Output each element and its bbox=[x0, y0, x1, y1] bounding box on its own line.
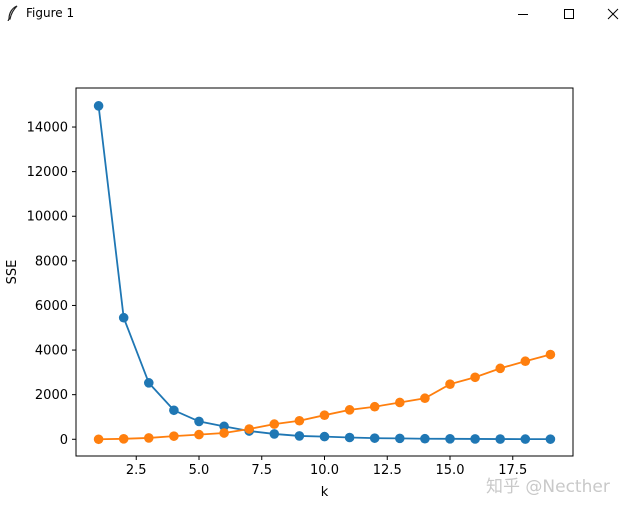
series-2-point bbox=[495, 363, 506, 374]
feather-icon bbox=[7, 5, 18, 21]
minimize-icon bbox=[518, 14, 528, 15]
close-icon bbox=[607, 8, 619, 20]
series-2-point bbox=[545, 349, 556, 360]
series-1-point bbox=[269, 429, 280, 439]
close-button[interactable] bbox=[590, 0, 636, 28]
series-2-point bbox=[93, 434, 104, 445]
series-2-point bbox=[344, 405, 355, 415]
series-2-point bbox=[319, 410, 330, 420]
series-2-point bbox=[194, 429, 204, 440]
axes-frame bbox=[75, 87, 574, 457]
series-1-point bbox=[319, 431, 330, 442]
y-tick-label: 4000 bbox=[35, 344, 68, 359]
series-2-point bbox=[420, 393, 430, 404]
series-2-point bbox=[219, 428, 229, 438]
window-titlebar: Figure 1 bbox=[0, 0, 636, 30]
series-1-point bbox=[294, 431, 305, 441]
series-2-point bbox=[244, 424, 254, 434]
series-2-point bbox=[369, 401, 380, 412]
series-2-point bbox=[470, 372, 480, 383]
y-tick-label: 2000 bbox=[35, 388, 68, 403]
series-2-line bbox=[98, 353, 551, 441]
series-2-point bbox=[294, 415, 305, 426]
series-2-point bbox=[269, 419, 280, 429]
y-tick-label: 0 bbox=[60, 433, 68, 448]
window-title: Figure 1 bbox=[26, 6, 75, 20]
series-2-point bbox=[395, 397, 405, 408]
series-2-point bbox=[520, 356, 531, 367]
series-1-point bbox=[143, 378, 154, 388]
y-tick-label: 8000 bbox=[35, 254, 68, 269]
series-1-point bbox=[520, 434, 531, 444]
x-tick-label: 17.5 bbox=[498, 463, 527, 478]
y-tick-label: 10000 bbox=[27, 210, 68, 225]
y-tick-label: 14000 bbox=[27, 121, 68, 136]
series-1-point bbox=[169, 405, 179, 416]
series-2-point bbox=[118, 434, 129, 444]
y-axis-label: SSE bbox=[5, 260, 20, 285]
y-tick-label: 6000 bbox=[35, 299, 68, 314]
series-1-point bbox=[219, 421, 229, 432]
minimize-button[interactable] bbox=[500, 0, 546, 28]
series-2-point bbox=[143, 433, 154, 443]
series-1-point bbox=[93, 101, 104, 111]
series-1-point bbox=[395, 433, 405, 444]
series-1-point bbox=[545, 434, 556, 444]
series-1-point bbox=[470, 434, 480, 444]
series-2-point bbox=[445, 379, 455, 389]
series-1-point bbox=[118, 312, 129, 323]
x-tick-label: 15.0 bbox=[436, 463, 465, 478]
series-1-point bbox=[420, 433, 430, 444]
x-axis-label: k bbox=[321, 485, 329, 500]
series-1-point bbox=[369, 433, 380, 443]
y-tick-label: 12000 bbox=[27, 165, 68, 180]
series-2-point bbox=[169, 431, 179, 441]
series-1-point bbox=[445, 434, 455, 444]
x-tick-label: 10.0 bbox=[310, 463, 339, 478]
series-1-point bbox=[194, 416, 204, 427]
x-tick-label: 5.0 bbox=[189, 463, 210, 478]
x-tick-label: 12.5 bbox=[373, 463, 402, 478]
x-tick-label: 2.5 bbox=[126, 463, 147, 478]
series-1-point bbox=[344, 432, 355, 443]
maximize-button[interactable] bbox=[546, 0, 592, 28]
maximize-icon bbox=[564, 9, 574, 19]
watermark: 知乎 @Necther bbox=[486, 477, 610, 497]
series-1-line bbox=[97, 105, 551, 441]
series-1-point bbox=[495, 434, 506, 444]
x-tick-label: 7.5 bbox=[251, 463, 272, 478]
sse-line-chart: 2.5 5.0 7.5 10.0 12.5 15.0 17.5 0 2000 4000 6000 80… bbox=[5, 87, 574, 500]
